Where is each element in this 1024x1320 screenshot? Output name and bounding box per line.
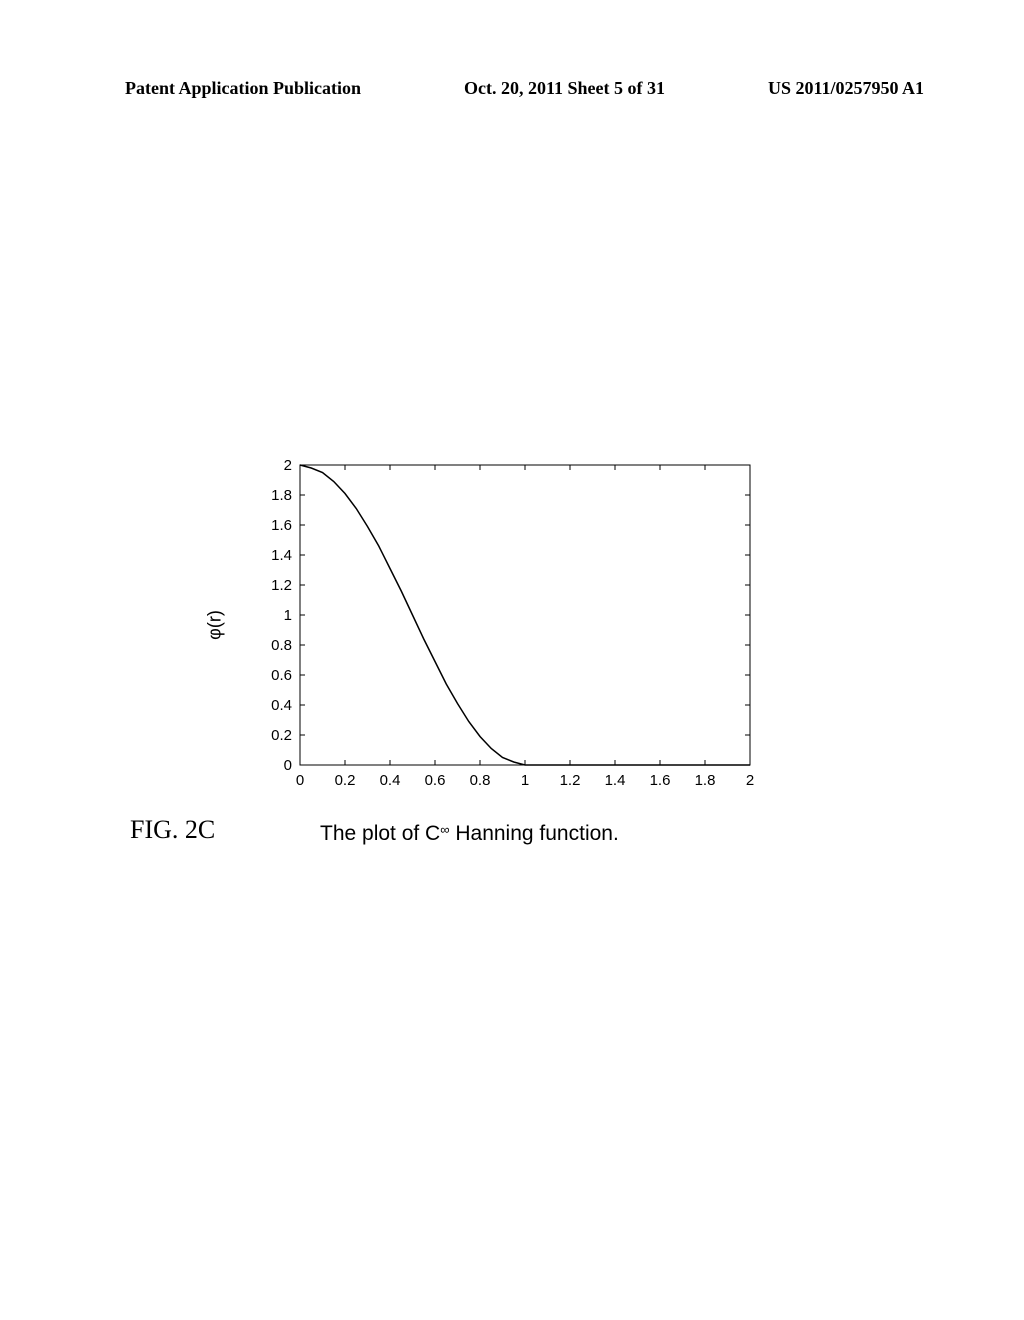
svg-text:0.6: 0.6 (271, 667, 292, 684)
svg-text:1.2: 1.2 (271, 577, 292, 594)
caption-suffix: Hanning function. (450, 822, 619, 845)
svg-text:1: 1 (284, 607, 292, 624)
svg-text:0.4: 0.4 (271, 697, 292, 714)
page-header: Patent Application Publication Oct. 20, … (0, 78, 1024, 99)
svg-text:1.8: 1.8 (695, 772, 716, 789)
svg-text:2: 2 (284, 457, 292, 474)
svg-text:1.4: 1.4 (271, 547, 292, 564)
svg-text:0.2: 0.2 (335, 772, 356, 789)
svg-text:2: 2 (746, 772, 754, 789)
svg-text:0.2: 0.2 (271, 727, 292, 744)
y-axis-label: φ(r) (204, 610, 225, 640)
svg-text:1.6: 1.6 (271, 517, 292, 534)
caption-infinity: ∞ (440, 822, 449, 837)
svg-text:1.8: 1.8 (271, 487, 292, 504)
figure-label: FIG. 2C (130, 815, 215, 845)
svg-text:1.4: 1.4 (605, 772, 626, 789)
svg-text:0: 0 (296, 772, 304, 789)
svg-text:1.6: 1.6 (650, 772, 671, 789)
svg-text:1: 1 (521, 772, 529, 789)
svg-text:0.8: 0.8 (271, 637, 292, 654)
header-middle: Oct. 20, 2011 Sheet 5 of 31 (464, 78, 665, 99)
svg-text:0.6: 0.6 (425, 772, 446, 789)
header-right: US 2011/0257950 A1 (768, 78, 924, 99)
caption-prefix: The plot of C (320, 822, 440, 845)
svg-text:0.4: 0.4 (380, 772, 401, 789)
header-left: Patent Application Publication (125, 78, 361, 99)
chart-container: φ(r) 00.20.40.60.811.21.41.61.8200.20.40… (240, 455, 760, 795)
svg-text:0.8: 0.8 (470, 772, 491, 789)
figure-caption: The plot of C∞ Hanning function. (320, 820, 619, 846)
hanning-chart: 0 0.2 0.4 0.6 0.8 1 1.2 1.4 1.6 1.8 2 0 0.2 0.4 0.6 0.8… (240, 455, 760, 795)
svg-text:0: 0 (284, 757, 292, 774)
svg-text:1.2: 1.2 (560, 772, 581, 789)
